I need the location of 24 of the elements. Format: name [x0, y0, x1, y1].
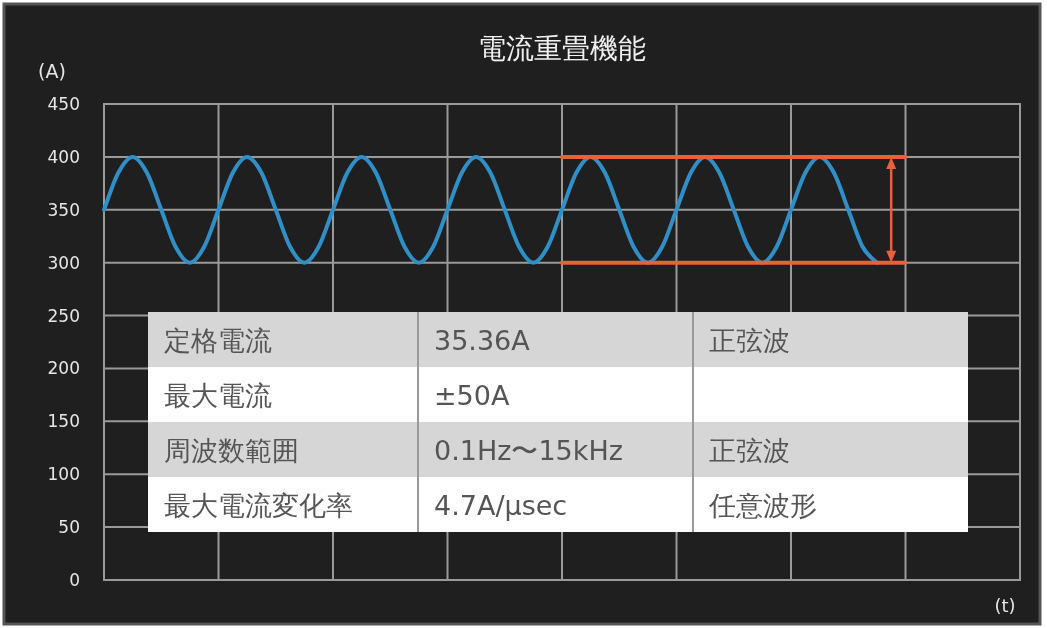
y-tick-label: 400 — [47, 146, 80, 167]
annotation: 最大電流 — [164, 380, 272, 411]
y-tick-label: 350 — [47, 199, 80, 220]
annotation: 最大電流変化率 — [164, 490, 353, 521]
y-tick-label: 0 — [69, 570, 80, 590]
y-tick-label: 50 — [58, 517, 80, 538]
annotation: 0.1Hz〜15kHz — [434, 435, 623, 466]
annotation: 周波数範囲 — [164, 435, 299, 466]
annotation: 正弦波 — [709, 325, 790, 356]
annotation: 定格電流 — [164, 325, 272, 356]
annotation: 4.7A/μsec — [434, 490, 568, 521]
y-tick-label: 450 — [47, 94, 80, 114]
y-tick-label: 100 — [47, 464, 80, 485]
y-tick-label: 200 — [47, 358, 80, 379]
annotation: ±50A — [434, 380, 510, 411]
annotation: 任意波形 — [708, 490, 817, 521]
annotation: 35.36A — [434, 325, 531, 356]
y-tick-label: 250 — [47, 305, 80, 326]
y-tick-label: 300 — [47, 252, 80, 273]
y-tick-label: 150 — [47, 411, 80, 432]
x-axis-title: (t) — [994, 595, 1016, 616]
annotation: 正弦波 — [709, 435, 790, 466]
y-axis-title: (A) — [38, 60, 66, 82]
chart-title: 電流重畳機能 — [478, 32, 646, 65]
